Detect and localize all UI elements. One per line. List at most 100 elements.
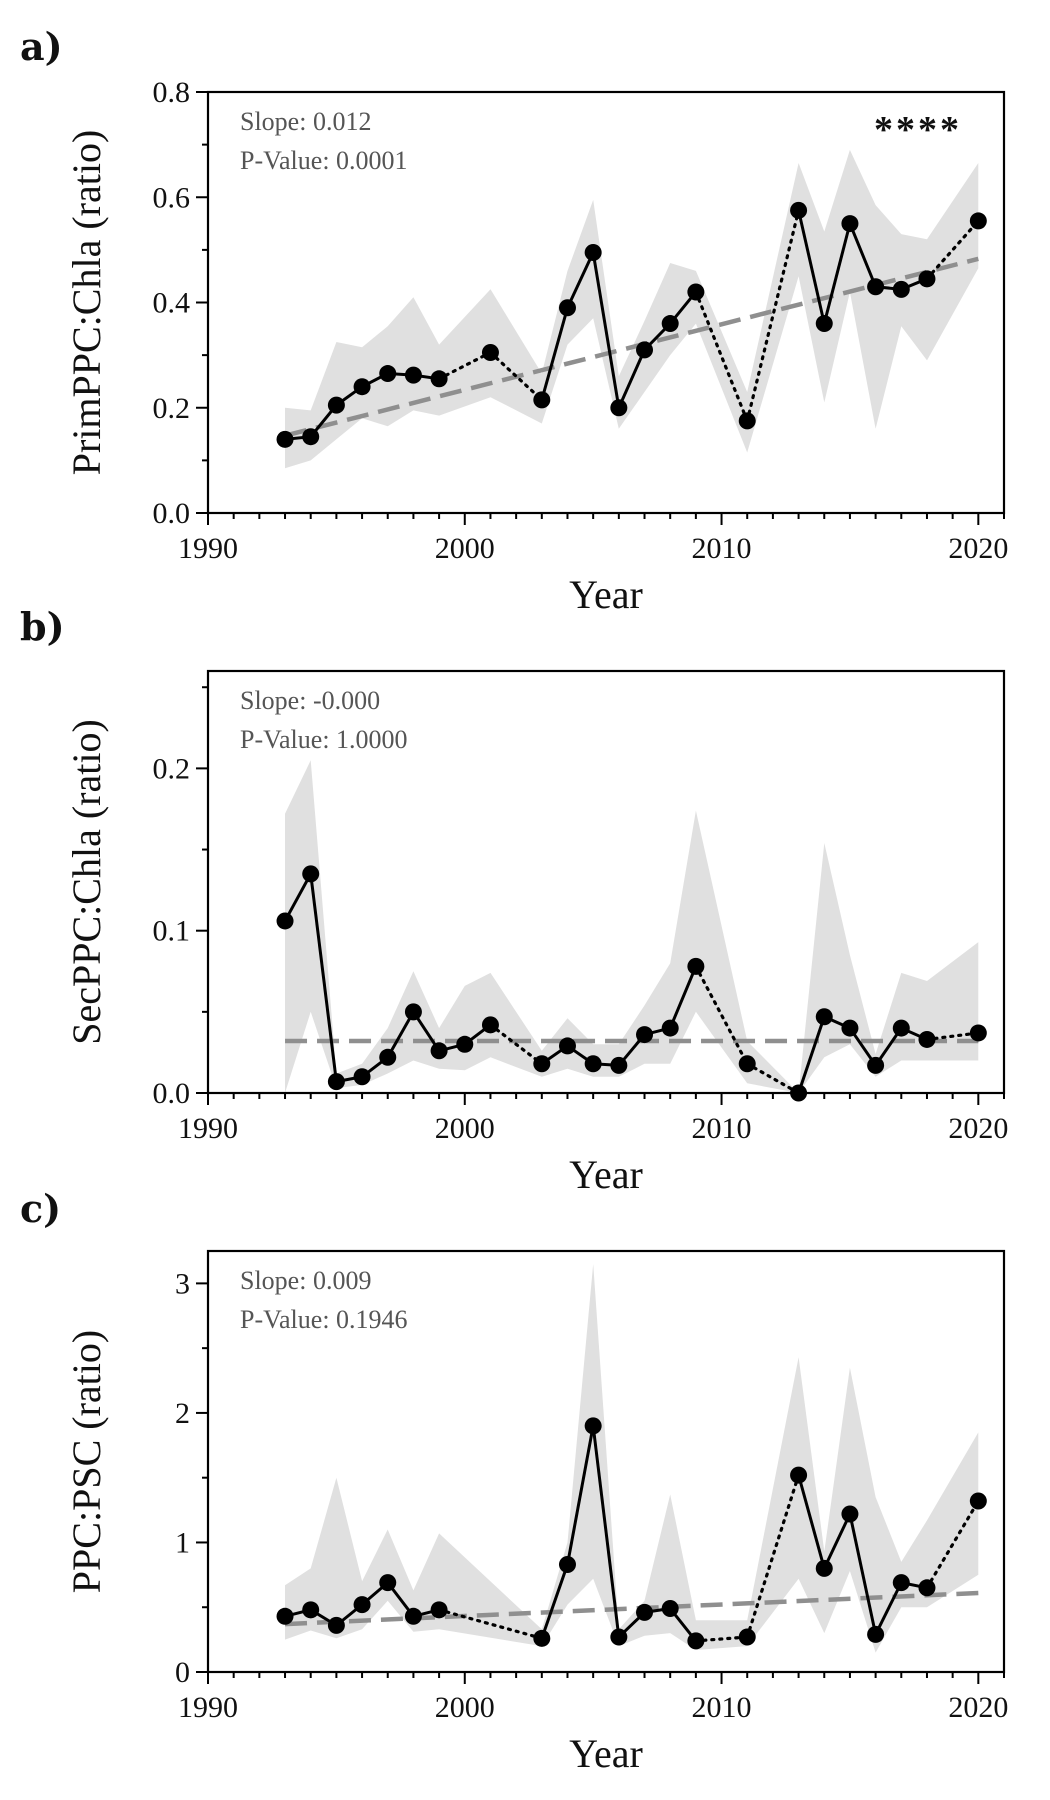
- x-tick-label: 2000: [435, 1112, 495, 1145]
- pvalue-annotation: P-Value: 1.0000: [240, 725, 408, 754]
- data-point: [404, 366, 422, 384]
- data-point: [353, 1068, 371, 1086]
- series-line-segment: [591, 252, 621, 408]
- x-tick-label: 2010: [692, 532, 752, 565]
- data-point: [918, 270, 936, 288]
- y-tick-label: 0: [175, 1656, 190, 1689]
- series-line-segment: [797, 210, 826, 324]
- series-line-segment: [591, 1425, 621, 1638]
- pvalue-annotation: P-Value: 0.1946: [240, 1305, 408, 1334]
- data-point: [790, 201, 808, 219]
- data-point: [815, 1008, 833, 1026]
- series-gap-segment: [437, 1608, 544, 1640]
- data-point: [533, 391, 551, 409]
- x-tick-label: 2020: [948, 1112, 1008, 1145]
- series-gap-segment: [694, 290, 749, 423]
- data-point: [841, 215, 859, 233]
- data-point: [610, 1056, 628, 1074]
- data-point: [892, 1574, 910, 1592]
- series-line-segment: [797, 1474, 826, 1569]
- y-tick-label: 0.6: [153, 181, 191, 214]
- x-axis-label: Year: [569, 1152, 643, 1197]
- slope-annotation: Slope: 0.009: [240, 1266, 371, 1295]
- data-point: [610, 399, 628, 417]
- data-point: [892, 1019, 910, 1037]
- y-tick-label: 2: [175, 1397, 190, 1430]
- series-line-segment: [566, 251, 595, 309]
- data-point: [533, 1629, 551, 1647]
- data-point: [533, 1055, 551, 1073]
- data-point: [430, 1601, 448, 1619]
- data-point: [918, 1579, 936, 1597]
- series-line-segment: [309, 873, 338, 1082]
- y-tick-label: 0.0: [153, 1077, 191, 1110]
- series-line-segment: [848, 222, 878, 288]
- data-point: [687, 1632, 705, 1650]
- x-tick-label: 2000: [435, 532, 495, 565]
- data-point: [327, 396, 345, 414]
- panel-1: a) 1990 2000 2010 2020 0.0 0.2 0.4 0.6 0.8 Year Pri…: [20, 24, 1008, 617]
- data-point: [276, 430, 294, 448]
- series-line-segment: [386, 1011, 415, 1059]
- data-point: [327, 1073, 345, 1091]
- data-point: [558, 299, 576, 317]
- data-point: [738, 1628, 756, 1646]
- series-gap-segment: [437, 350, 493, 381]
- series-gap-segment: [745, 1062, 801, 1095]
- data-point: [276, 912, 294, 930]
- x-tick-label: 2000: [435, 1691, 495, 1724]
- data-point: [379, 1574, 397, 1592]
- data-point: [481, 1016, 499, 1034]
- data-point: [302, 1601, 320, 1619]
- data-point: [379, 1048, 397, 1066]
- x-tick-label: 1990: [178, 1112, 238, 1145]
- data-point: [558, 1037, 576, 1055]
- series-line-segment: [822, 223, 852, 324]
- data-point: [790, 1466, 808, 1484]
- data-point: [738, 1055, 756, 1073]
- slope-annotation: Slope: 0.012: [240, 107, 371, 136]
- series-line-segment: [874, 1581, 903, 1636]
- data-point: [687, 283, 705, 301]
- data-point: [661, 1019, 679, 1037]
- data-point: [815, 1559, 833, 1577]
- axes-frame: [206, 1249, 1006, 1674]
- data-point: [353, 1596, 371, 1614]
- x-tick-label: 1990: [178, 532, 238, 565]
- data-point: [584, 1055, 602, 1073]
- data-point: [661, 1600, 679, 1618]
- data-point: [302, 428, 320, 446]
- data-point: [892, 280, 910, 298]
- data-point: [867, 1056, 885, 1074]
- data-point: [558, 1555, 576, 1573]
- data-point: [404, 1003, 422, 1021]
- panel-3: c) 1990 2000 2010 2020 0 1 2 3 Year PPC:PSC (ratio…: [20, 1186, 1008, 1776]
- panel-label: c): [20, 1186, 61, 1231]
- data-point: [636, 1603, 654, 1621]
- y-tick-label: 0.2: [153, 752, 191, 785]
- x-tick-label: 2020: [948, 1691, 1008, 1724]
- x-axis-label: Year: [569, 572, 643, 617]
- confidence-band: [285, 149, 979, 469]
- data-point: [584, 244, 602, 262]
- data-point: [687, 957, 705, 975]
- series-line-segment: [566, 1425, 595, 1565]
- x-tick-label: 1990: [178, 1691, 238, 1724]
- data-point: [969, 1024, 987, 1042]
- x-axis-label: Year: [569, 1731, 643, 1776]
- axes-frame: [206, 669, 1006, 1095]
- data-point: [867, 278, 885, 296]
- confidence-band: [285, 760, 979, 1093]
- data-point: [610, 1628, 628, 1646]
- y-axis-label: PPC:PSC (ratio): [64, 1330, 109, 1593]
- series-gap-segment: [694, 964, 749, 1066]
- panel-label: b): [20, 604, 65, 649]
- slope-annotation: Slope: -0.000: [240, 686, 380, 715]
- y-tick-label: 0.8: [153, 76, 191, 109]
- y-tick-label: 0.1: [153, 915, 191, 948]
- data-point: [481, 343, 499, 361]
- data-point: [969, 212, 987, 230]
- trend-line: [284, 1590, 979, 1627]
- data-point: [867, 1625, 885, 1643]
